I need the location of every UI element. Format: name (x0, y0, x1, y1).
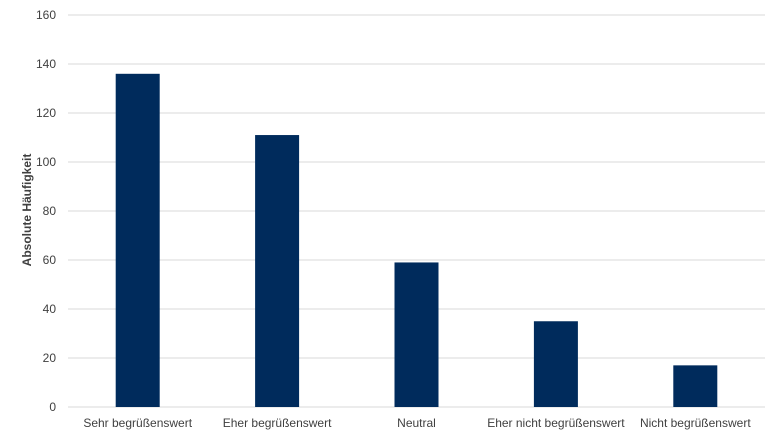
y-tick-label: 100 (36, 155, 56, 169)
bar (255, 135, 300, 408)
y-tick-label: 40 (43, 302, 57, 316)
x-tick-label: Nicht begrüßenswert (640, 416, 751, 430)
y-axis-ticks: 0 20 40 60 80 100 120 140 160 (36, 8, 56, 414)
x-tick-label: Neutral (397, 416, 436, 430)
y-tick-label: 160 (36, 8, 56, 22)
x-axis-ticks: Sehr begrüßenswert Eher begrüßenswert Neut… (83, 416, 751, 430)
x-tick-label: Eher nicht begrüßenswert (487, 416, 625, 430)
bar (394, 262, 439, 407)
y-tick-label: 140 (36, 57, 56, 71)
y-tick-label: 80 (43, 204, 57, 218)
bars (115, 73, 718, 408)
y-tick-label: 0 (49, 400, 56, 414)
x-tick-label: Sehr begrüßenswert (83, 416, 192, 430)
x-tick-label: Eher begrüßenswert (223, 416, 332, 430)
gridlines (68, 14, 765, 408)
bar (115, 73, 160, 408)
y-tick-label: 60 (43, 253, 57, 267)
y-axis-label: Absolute Häufigkeit (20, 154, 34, 267)
bar (533, 321, 578, 407)
y-tick-label: 120 (36, 106, 56, 120)
bar (673, 365, 718, 407)
y-tick-label: 20 (43, 351, 57, 365)
